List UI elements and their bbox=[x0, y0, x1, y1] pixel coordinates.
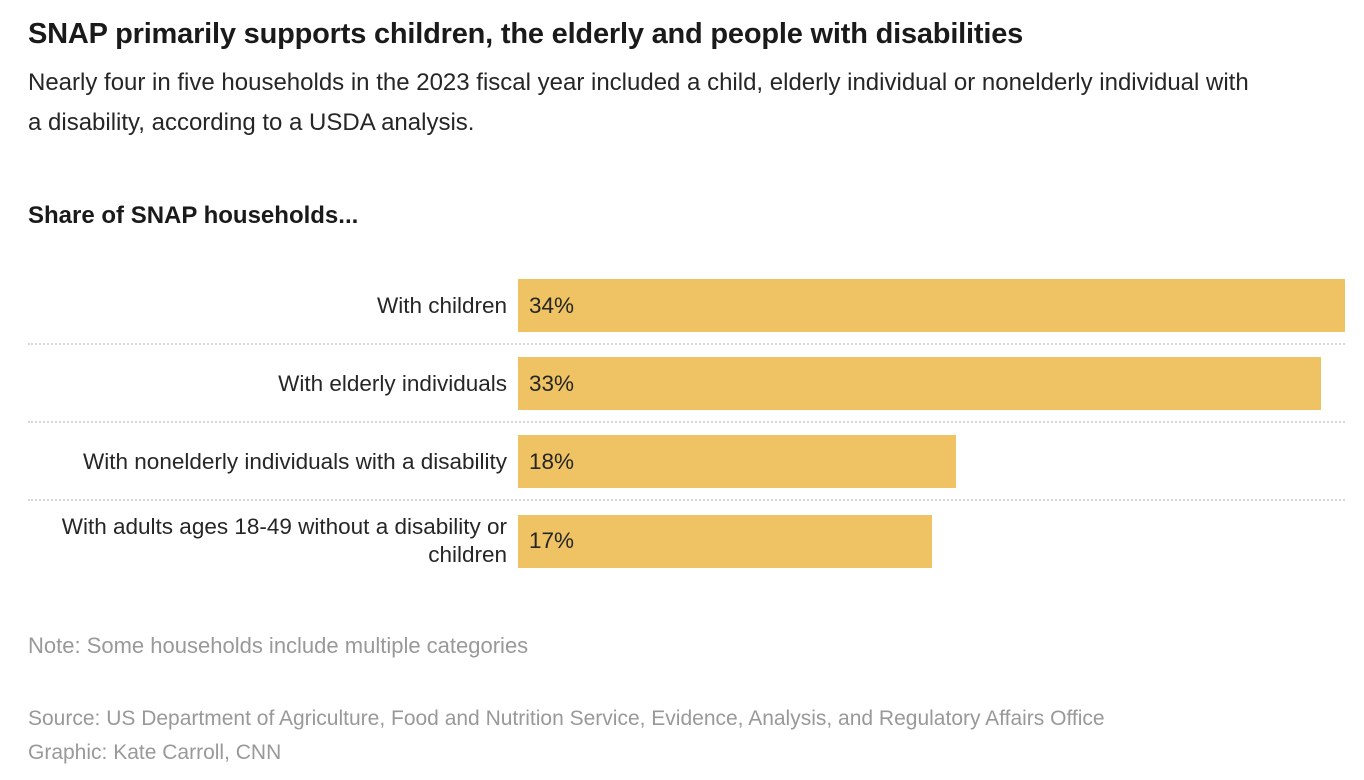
bar: 34% bbox=[518, 279, 1345, 332]
bar-track: 17% bbox=[518, 514, 1345, 568]
chart-note: Note: Some households include multiple c… bbox=[28, 633, 529, 658]
chart-section-heading: Share of SNAP households... bbox=[28, 202, 359, 229]
bar-value-label: 18% bbox=[529, 448, 575, 474]
chart-subtitle: Nearly four in five households in the 20… bbox=[28, 69, 1249, 136]
bar-value-label: 17% bbox=[529, 528, 575, 553]
graphic-credit-line: Graphic: Kate Carroll, CNN bbox=[28, 741, 282, 764]
bar-value-label: 34% bbox=[529, 292, 575, 318]
bar: 17% bbox=[518, 514, 932, 568]
bar-chart: With children 34% With elderly individuals… bbox=[28, 267, 1345, 580]
bar-category-label: With nonelderly individuals with a disab… bbox=[83, 448, 507, 474]
chart-credits: Source: US Department of Agriculture, Fo… bbox=[28, 702, 1345, 770]
page-title: SNAP primarily supports children, the el… bbox=[28, 18, 1024, 50]
bar-row: With elderly individuals 33% bbox=[28, 345, 1345, 423]
bar-value-label: 33% bbox=[529, 370, 575, 396]
bar-track: 34% bbox=[518, 279, 1345, 332]
bar-row: With adults ages 18-49 without a disabil… bbox=[28, 501, 1345, 580]
bar-track: 18% bbox=[518, 435, 1345, 488]
bar: 33% bbox=[518, 357, 1321, 410]
bar-category-label: With adults ages 18-49 without a disabil… bbox=[61, 514, 507, 567]
bar-category-label: With elderly individuals bbox=[278, 370, 507, 396]
bar: 18% bbox=[518, 435, 956, 488]
bar-row: With nonelderly individuals with a disab… bbox=[28, 423, 1345, 501]
source-line: Source: US Department of Agriculture, Fo… bbox=[28, 707, 1105, 730]
bar-track: 33% bbox=[518, 357, 1345, 410]
bar-category-label: With children bbox=[376, 292, 507, 318]
bar-row: With children 34% bbox=[28, 267, 1345, 345]
